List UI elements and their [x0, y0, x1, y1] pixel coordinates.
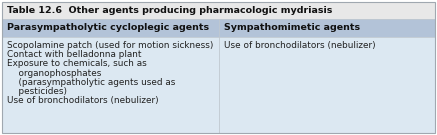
- Text: organophosphates: organophosphates: [7, 69, 101, 78]
- Bar: [2, 37, 435, 133]
- Text: Contact with belladonna plant: Contact with belladonna plant: [7, 50, 142, 59]
- Text: Use of bronchodilators (nebulizer): Use of bronchodilators (nebulizer): [224, 41, 376, 50]
- Text: Use of bronchodilators (nebulizer): Use of bronchodilators (nebulizer): [7, 96, 159, 105]
- Text: (parasympatholytic agents used as: (parasympatholytic agents used as: [7, 78, 175, 87]
- Bar: [2, 19, 435, 37]
- Text: Parasympatholytic cycloplegic agents: Parasympatholytic cycloplegic agents: [7, 23, 209, 33]
- Bar: [2, 2, 435, 19]
- Text: Scopolamine patch (used for motion sickness): Scopolamine patch (used for motion sickn…: [7, 41, 213, 50]
- Text: Exposure to chemicals, such as: Exposure to chemicals, such as: [7, 59, 147, 68]
- Text: Table 12.6  Other agents producing pharmacologic mydriasis: Table 12.6 Other agents producing pharma…: [7, 6, 333, 15]
- Text: pesticides): pesticides): [7, 87, 67, 96]
- Text: Sympathomimetic agents: Sympathomimetic agents: [224, 23, 361, 33]
